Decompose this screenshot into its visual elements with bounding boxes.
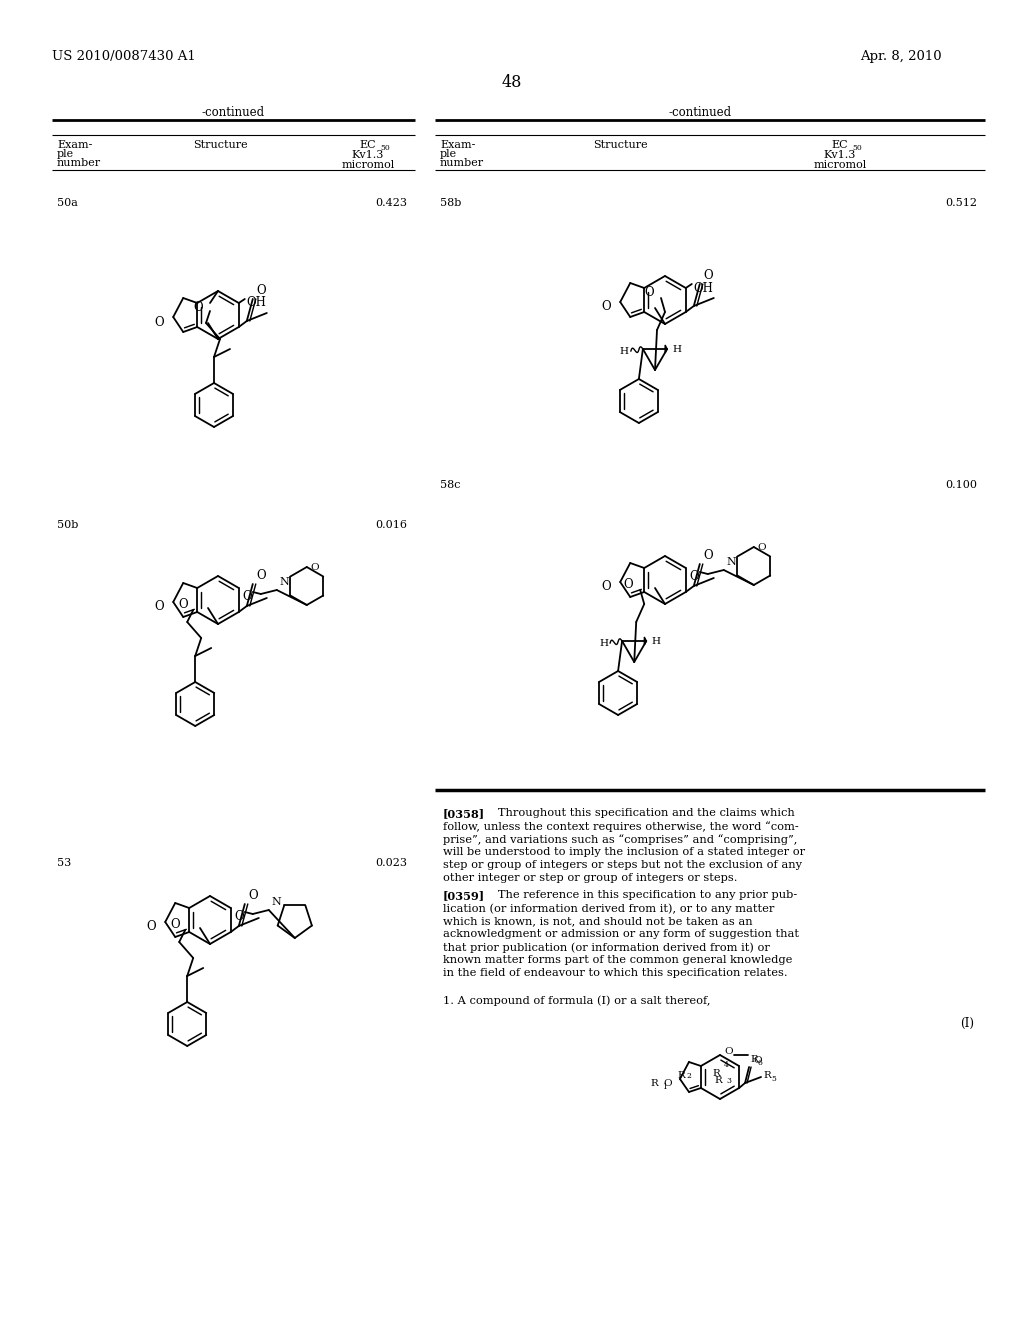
Text: H: H (672, 345, 681, 354)
Text: 0.023: 0.023 (375, 858, 407, 869)
Text: 0.100: 0.100 (945, 480, 977, 490)
Text: O: O (257, 569, 266, 582)
Text: O: O (644, 286, 653, 300)
Text: 50a: 50a (57, 198, 78, 209)
Text: EC: EC (359, 140, 376, 150)
Text: Exam-: Exam- (440, 140, 475, 150)
Text: micromol: micromol (813, 160, 866, 170)
Text: Exam-: Exam- (57, 140, 92, 150)
Text: H: H (599, 639, 608, 648)
Text: O: O (234, 909, 245, 923)
Text: number: number (440, 158, 484, 168)
Text: O: O (624, 578, 633, 591)
Text: O: O (758, 543, 766, 552)
Text: O: O (249, 888, 258, 902)
Text: R: R (677, 1071, 685, 1080)
Text: [0359]: [0359] (443, 890, 485, 902)
Text: in the field of endeavour to which this specification relates.: in the field of endeavour to which this … (443, 968, 787, 978)
Text: R: R (714, 1076, 722, 1085)
Text: 0.512: 0.512 (945, 198, 977, 209)
Text: lication (or information derived from it), or to any matter: lication (or information derived from it… (443, 903, 774, 913)
Text: -continued: -continued (202, 106, 264, 119)
Text: O: O (724, 1047, 732, 1056)
Text: O: O (170, 917, 180, 931)
Text: 0.423: 0.423 (375, 198, 407, 209)
Text: 4: 4 (724, 1061, 729, 1069)
Text: O: O (664, 1078, 673, 1088)
Text: 53: 53 (57, 858, 72, 869)
Text: Throughout this specification and the claims which: Throughout this specification and the cl… (487, 808, 795, 818)
Text: O: O (601, 581, 611, 594)
Text: O: O (178, 598, 188, 611)
Text: N: N (271, 898, 282, 907)
Text: 50b: 50b (57, 520, 79, 531)
Text: O: O (690, 569, 699, 582)
Text: O: O (703, 549, 714, 562)
Text: US 2010/0087430 A1: US 2010/0087430 A1 (52, 50, 196, 63)
Text: O: O (311, 562, 319, 572)
Text: Apr. 8, 2010: Apr. 8, 2010 (860, 50, 942, 63)
Text: 58c: 58c (440, 480, 461, 490)
Text: micromol: micromol (341, 160, 394, 170)
Text: Structure: Structure (193, 140, 248, 150)
Text: (I): (I) (961, 1016, 974, 1030)
Text: [0358]: [0358] (443, 808, 485, 818)
Text: O: O (243, 590, 252, 602)
Text: step or group of integers or steps but not the exclusion of any: step or group of integers or steps but n… (443, 861, 802, 870)
Text: O: O (257, 284, 266, 297)
Text: ple: ple (57, 149, 74, 158)
Text: OH: OH (694, 281, 714, 294)
Text: R: R (712, 1069, 720, 1078)
Text: 5: 5 (771, 1074, 776, 1082)
Text: H: H (620, 346, 629, 355)
Text: Kv1.3: Kv1.3 (352, 150, 384, 160)
Text: O: O (146, 920, 156, 933)
Text: H: H (651, 636, 660, 645)
Text: ple: ple (440, 149, 457, 158)
Text: other integer or step or group of integers or steps.: other integer or step or group of intege… (443, 873, 737, 883)
Text: 3: 3 (726, 1077, 731, 1085)
Text: O: O (155, 315, 164, 329)
Text: prise”, and variations such as “comprises” and “comprising”,: prise”, and variations such as “comprise… (443, 834, 798, 845)
Text: 1: 1 (662, 1082, 667, 1092)
Text: 0.016: 0.016 (375, 520, 407, 531)
Text: O: O (703, 269, 714, 282)
Text: The reference in this specification to any prior pub-: The reference in this specification to a… (487, 890, 798, 900)
Text: N: N (727, 557, 736, 568)
Text: 2: 2 (687, 1072, 692, 1080)
Text: which is known, is not, and should not be taken as an: which is known, is not, and should not b… (443, 916, 753, 927)
Text: O: O (194, 301, 203, 314)
Text: 48: 48 (502, 74, 522, 91)
Text: R: R (650, 1078, 658, 1088)
Text: EC: EC (831, 140, 848, 150)
Text: O: O (753, 1056, 762, 1065)
Text: will be understood to imply the inclusion of a stated integer or: will be understood to imply the inclusio… (443, 847, 805, 857)
Text: 58b: 58b (440, 198, 462, 209)
Text: number: number (57, 158, 101, 168)
Text: O: O (155, 601, 164, 614)
Text: follow, unless the context requires otherwise, the word “com-: follow, unless the context requires othe… (443, 821, 799, 832)
Text: acknowledgment or admission or any form of suggestion that: acknowledgment or admission or any form … (443, 929, 799, 939)
Text: that prior publication (or information derived from it) or: that prior publication (or information d… (443, 942, 770, 953)
Text: N: N (280, 577, 290, 587)
Text: 1. A compound of formula (I) or a salt thereof,: 1. A compound of formula (I) or a salt t… (443, 995, 711, 1006)
Text: known matter forms part of the common general knowledge: known matter forms part of the common ge… (443, 954, 793, 965)
Polygon shape (644, 638, 646, 645)
Text: Kv1.3: Kv1.3 (824, 150, 856, 160)
Text: OH: OH (247, 297, 266, 309)
Text: 6: 6 (758, 1059, 763, 1067)
Polygon shape (666, 345, 667, 352)
Text: Structure: Structure (593, 140, 647, 150)
Text: 50: 50 (380, 144, 390, 152)
Text: 50: 50 (852, 144, 862, 152)
Text: -continued: -continued (669, 106, 731, 119)
Text: R: R (750, 1055, 758, 1064)
Text: R: R (763, 1071, 771, 1080)
Text: O: O (601, 301, 611, 314)
